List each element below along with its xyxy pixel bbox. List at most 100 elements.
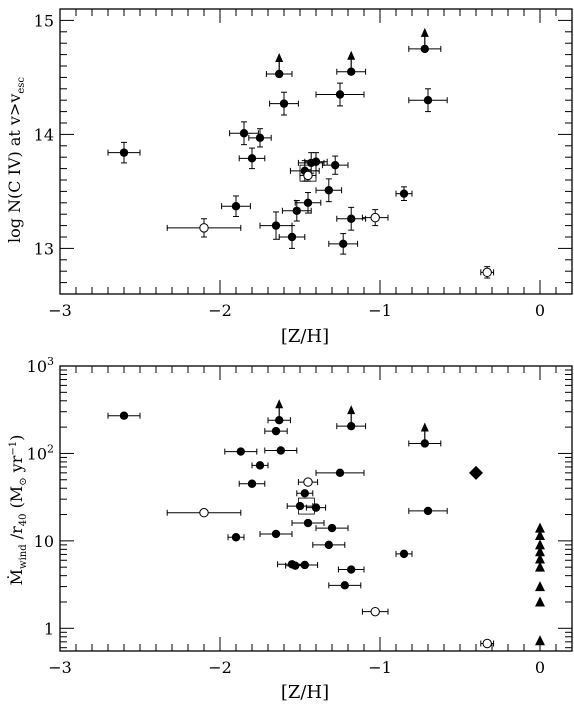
bottom-y-tick-label: 1	[44, 619, 54, 638]
top-x-tick-label: −1	[368, 301, 392, 320]
top-filled-point	[231, 202, 241, 211]
bottom-filled-point	[231, 533, 241, 542]
bottom-y-tick-label: 10	[34, 532, 54, 551]
bottom-y-label-sun: ⊙	[18, 477, 29, 485]
top-filled-point	[311, 157, 321, 166]
bottom-filled-point	[340, 581, 349, 590]
bottom-filled-point	[300, 560, 309, 570]
bottom-filled-point	[399, 549, 409, 559]
bottom-filled-point	[324, 540, 333, 550]
top-lower-limit-arrow	[275, 52, 284, 62]
bottom-y-tick-label-base: 10	[27, 444, 47, 463]
bottom-x-axis-label: [Z/H]	[281, 682, 329, 703]
bottom-triangle-marker	[535, 553, 545, 564]
bottom-lower-limit-point	[420, 439, 429, 448]
bottom-triangle-marker	[535, 539, 545, 550]
bottom-y-tick-label-exp: 2	[47, 442, 54, 455]
bottom-filled-point	[271, 426, 281, 436]
bottom-x-tick-label: −3	[48, 658, 72, 677]
top-open-point	[370, 212, 380, 223]
bottom-open-point	[199, 507, 209, 518]
top-filled-point	[347, 214, 356, 223]
top-y-label-main: log N(C IV) at v>v	[5, 94, 24, 243]
top-filled-point	[423, 96, 433, 105]
bottom-open-point	[303, 477, 313, 487]
top-filled-point	[324, 186, 333, 195]
top-lower-limit-point	[275, 69, 284, 79]
top-filled-point	[247, 154, 257, 163]
bottom-y-axis-label: Ṁwind /r40 (M⊙ yr−1)	[6, 435, 29, 586]
top-filled-point	[292, 206, 301, 215]
bottom-triangle-marker	[535, 546, 545, 557]
bottom-y-label-mid: /r	[7, 526, 26, 544]
top-x-axis-label: [Z/H]	[281, 326, 329, 347]
bottom-filled-point	[236, 447, 245, 456]
top-filled-point	[303, 198, 313, 207]
bottom-triangle-marker	[535, 561, 545, 572]
top-filled-point	[331, 160, 340, 170]
top-x-tick-label: −2	[208, 301, 232, 320]
top-plot-frame	[59, 8, 573, 295]
bottom-y-label-main: Ṁ	[6, 569, 26, 585]
bottom-lower-limit-point	[347, 421, 356, 431]
top-y-tick-label: 14	[34, 125, 54, 144]
bottom-y-label-tail: (M	[7, 486, 26, 514]
bottom-lower-limit-arrow	[275, 399, 284, 409]
top-filled-point	[279, 99, 289, 108]
panel-top: −3 −2 −1 0 13 14 15	[34, 8, 573, 320]
top-lower-limit-point	[420, 44, 429, 54]
bottom-diamond-marker	[469, 465, 483, 480]
bottom-triangle-marker	[535, 635, 545, 646]
bottom-filled-point	[295, 501, 305, 511]
bottom-lower-limit-point	[275, 415, 284, 425]
top-x-tick-label: 0	[535, 301, 545, 320]
top-y-tick-label: 13	[34, 239, 54, 258]
bottom-lower-limit-arrow	[420, 422, 429, 432]
bottom-filled-point	[276, 446, 285, 455]
bottom-filled-point	[347, 565, 356, 574]
top-filled-point	[239, 129, 249, 138]
bottom-x-tick-label: 0	[535, 658, 545, 677]
bottom-triangle-marker	[535, 581, 545, 592]
top-filled-point	[335, 90, 345, 99]
top-filled-point	[119, 148, 129, 157]
top-open-point	[482, 267, 492, 278]
top-open-point	[303, 170, 313, 181]
bottom-y-tick-label-base: 10	[27, 357, 47, 376]
bottom-y-label-end: yr	[7, 455, 26, 477]
bottom-filled-point	[291, 561, 300, 570]
bottom-open-point	[370, 606, 380, 617]
top-y-axis-label: log N(C IV) at v>vesc	[5, 77, 27, 243]
top-filled-point	[255, 133, 265, 143]
bottom-filled-point	[335, 468, 345, 478]
bottom-filled-point	[247, 479, 257, 488]
top-open-point	[199, 223, 209, 233]
bottom-triangle-marker	[535, 522, 545, 533]
bottom-y-tick-label: 102	[27, 442, 54, 463]
bottom-y-tick-label-exp: 3	[47, 355, 54, 368]
bottom-filled-point	[271, 529, 281, 539]
bottom-y-label-sub2: 40	[18, 514, 29, 527]
top-y-tick-label-base: 13	[34, 239, 54, 258]
bottom-filled-point	[311, 503, 321, 512]
bottom-y-label-sup: −1	[8, 441, 19, 456]
top-y-label-sub: esc	[16, 77, 27, 94]
bottom-filled-point	[423, 506, 433, 516]
bottom-open-point	[482, 638, 492, 649]
bottom-filled-point	[300, 489, 309, 498]
top-x-tick-label: −3	[48, 301, 72, 320]
top-lower-limit-arrow	[347, 50, 356, 60]
top-filled-point	[399, 189, 409, 198]
bottom-y-tick-label-base: 1	[44, 619, 54, 638]
top-y-tick-label: 15	[34, 11, 54, 30]
top-lower-limit-point	[347, 67, 356, 76]
bottom-y-label-close: )	[7, 435, 26, 441]
bottom-triangle-marker	[535, 530, 545, 541]
bottom-filled-point	[303, 518, 313, 528]
top-y-tick-label-base: 15	[34, 11, 54, 30]
bottom-x-tick-label: −2	[208, 658, 232, 677]
bottom-lower-limit-arrow	[347, 405, 356, 415]
bottom-y-tick-label: 103	[27, 355, 54, 376]
